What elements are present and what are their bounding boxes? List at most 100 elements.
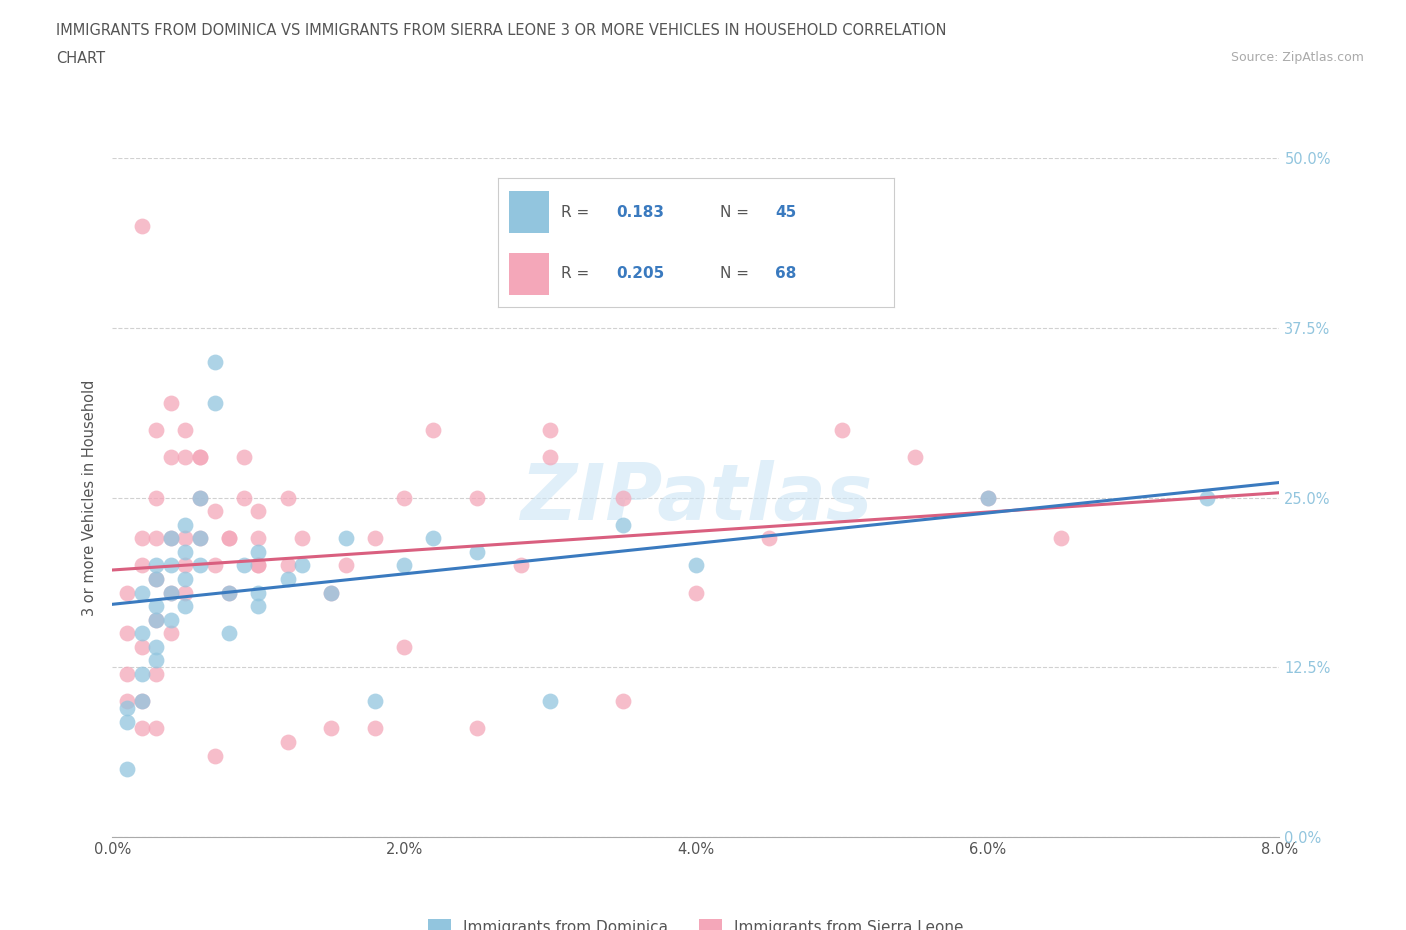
Point bbox=[188, 490, 211, 505]
Point bbox=[232, 490, 254, 505]
Point bbox=[160, 626, 183, 641]
Point bbox=[247, 558, 270, 573]
Point bbox=[392, 640, 416, 655]
Point bbox=[204, 558, 226, 573]
Point bbox=[145, 721, 167, 736]
Text: ZIPatlas: ZIPatlas bbox=[520, 459, 872, 536]
Point bbox=[364, 531, 387, 546]
Point bbox=[188, 531, 211, 546]
Point bbox=[115, 700, 138, 715]
Point bbox=[160, 531, 183, 546]
Point bbox=[131, 640, 153, 655]
Point bbox=[131, 558, 153, 573]
Point bbox=[131, 721, 153, 736]
Point bbox=[685, 585, 707, 600]
Point bbox=[291, 558, 314, 573]
Point bbox=[392, 558, 416, 573]
Point bbox=[174, 449, 197, 464]
Point bbox=[612, 517, 634, 532]
Point bbox=[131, 626, 153, 641]
Point bbox=[160, 531, 183, 546]
Point bbox=[758, 531, 780, 546]
Point bbox=[247, 585, 270, 600]
Point bbox=[232, 449, 254, 464]
Point bbox=[145, 558, 167, 573]
Point bbox=[115, 762, 138, 777]
Point bbox=[131, 219, 153, 233]
Point bbox=[276, 572, 298, 587]
Point bbox=[160, 395, 183, 410]
Point bbox=[188, 490, 211, 505]
Point bbox=[160, 585, 183, 600]
Point bbox=[115, 694, 138, 709]
Point bbox=[174, 422, 197, 437]
Point bbox=[465, 721, 488, 736]
Point bbox=[145, 667, 167, 682]
Point bbox=[247, 558, 270, 573]
Point bbox=[145, 599, 167, 614]
Point bbox=[131, 694, 153, 709]
Point bbox=[247, 531, 270, 546]
Point bbox=[612, 490, 634, 505]
Point bbox=[247, 504, 270, 519]
Point bbox=[276, 558, 298, 573]
Point bbox=[976, 490, 998, 505]
Point bbox=[145, 422, 167, 437]
Point bbox=[145, 572, 167, 587]
Point bbox=[218, 585, 240, 600]
Point bbox=[188, 449, 211, 464]
Text: Source: ZipAtlas.com: Source: ZipAtlas.com bbox=[1230, 51, 1364, 64]
Point bbox=[538, 449, 561, 464]
Legend: Immigrants from Dominica, Immigrants from Sierra Leone: Immigrants from Dominica, Immigrants fro… bbox=[422, 912, 970, 930]
Point bbox=[115, 667, 138, 682]
Point bbox=[145, 572, 167, 587]
Point bbox=[174, 531, 197, 546]
Point bbox=[131, 667, 153, 682]
Point bbox=[204, 395, 226, 410]
Y-axis label: 3 or more Vehicles in Household: 3 or more Vehicles in Household bbox=[82, 379, 97, 616]
Point bbox=[685, 558, 707, 573]
Point bbox=[364, 721, 387, 736]
Point bbox=[291, 531, 314, 546]
Text: CHART: CHART bbox=[56, 51, 105, 66]
Point bbox=[422, 422, 444, 437]
Point bbox=[204, 504, 226, 519]
Point bbox=[538, 422, 561, 437]
Point bbox=[188, 558, 211, 573]
Point bbox=[131, 531, 153, 546]
Point bbox=[115, 714, 138, 729]
Point bbox=[465, 544, 488, 559]
Point bbox=[976, 490, 998, 505]
Point bbox=[145, 653, 167, 668]
Point bbox=[145, 612, 167, 627]
Point bbox=[904, 449, 927, 464]
Point bbox=[174, 544, 197, 559]
Point bbox=[160, 558, 183, 573]
Point bbox=[174, 585, 197, 600]
Point bbox=[218, 626, 240, 641]
Point bbox=[115, 585, 138, 600]
Point bbox=[160, 585, 183, 600]
Point bbox=[218, 585, 240, 600]
Point bbox=[174, 558, 197, 573]
Point bbox=[131, 694, 153, 709]
Point bbox=[612, 694, 634, 709]
Point bbox=[232, 558, 254, 573]
Point bbox=[160, 612, 183, 627]
Point bbox=[1049, 531, 1071, 546]
Point bbox=[335, 531, 357, 546]
Point bbox=[247, 544, 270, 559]
Point bbox=[218, 531, 240, 546]
Point bbox=[160, 449, 183, 464]
Point bbox=[321, 585, 343, 600]
Point bbox=[831, 422, 853, 437]
Point bbox=[392, 490, 416, 505]
Point bbox=[188, 531, 211, 546]
Point bbox=[364, 694, 387, 709]
Point bbox=[204, 354, 226, 369]
Point bbox=[321, 721, 343, 736]
Point bbox=[145, 490, 167, 505]
Point bbox=[145, 531, 167, 546]
Point bbox=[509, 558, 531, 573]
Point bbox=[247, 599, 270, 614]
